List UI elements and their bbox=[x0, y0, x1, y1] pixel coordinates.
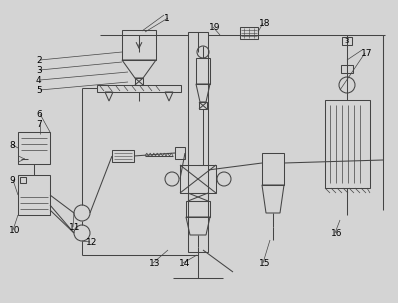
Text: 3: 3 bbox=[345, 38, 349, 44]
Bar bbox=[18, 132, 50, 164]
Bar bbox=[196, 58, 210, 84]
Text: 13: 13 bbox=[149, 259, 160, 268]
Text: 9: 9 bbox=[9, 176, 15, 185]
Bar bbox=[20, 177, 26, 183]
Text: 2: 2 bbox=[36, 56, 42, 65]
Text: 14: 14 bbox=[179, 259, 190, 268]
Text: 15: 15 bbox=[259, 259, 271, 268]
Text: 3: 3 bbox=[36, 66, 42, 75]
Text: 6: 6 bbox=[36, 110, 42, 119]
Bar bbox=[186, 201, 210, 217]
Bar bbox=[199, 102, 207, 109]
Bar bbox=[341, 65, 353, 73]
Text: 17: 17 bbox=[361, 49, 373, 58]
Text: 18: 18 bbox=[259, 19, 271, 28]
Bar bbox=[262, 153, 284, 185]
Bar bbox=[325, 100, 370, 188]
Bar bbox=[180, 165, 216, 193]
Bar bbox=[112, 150, 134, 162]
Text: 7: 7 bbox=[36, 120, 42, 129]
Text: 8: 8 bbox=[9, 141, 15, 150]
Text: 16: 16 bbox=[331, 229, 343, 238]
Text: 11: 11 bbox=[69, 223, 80, 232]
Bar bbox=[240, 27, 258, 39]
Text: 5: 5 bbox=[36, 86, 42, 95]
Bar bbox=[97, 85, 181, 92]
Bar bbox=[175, 147, 185, 159]
Bar bbox=[122, 30, 156, 60]
Bar bbox=[135, 78, 143, 85]
Text: 12: 12 bbox=[86, 238, 98, 247]
Bar bbox=[342, 37, 352, 45]
Text: 1: 1 bbox=[164, 14, 170, 23]
Text: 4: 4 bbox=[36, 76, 42, 85]
Text: 10: 10 bbox=[9, 226, 21, 235]
Text: 19: 19 bbox=[209, 23, 220, 32]
Bar bbox=[188, 32, 208, 252]
Bar bbox=[188, 193, 208, 201]
Bar bbox=[18, 175, 50, 215]
